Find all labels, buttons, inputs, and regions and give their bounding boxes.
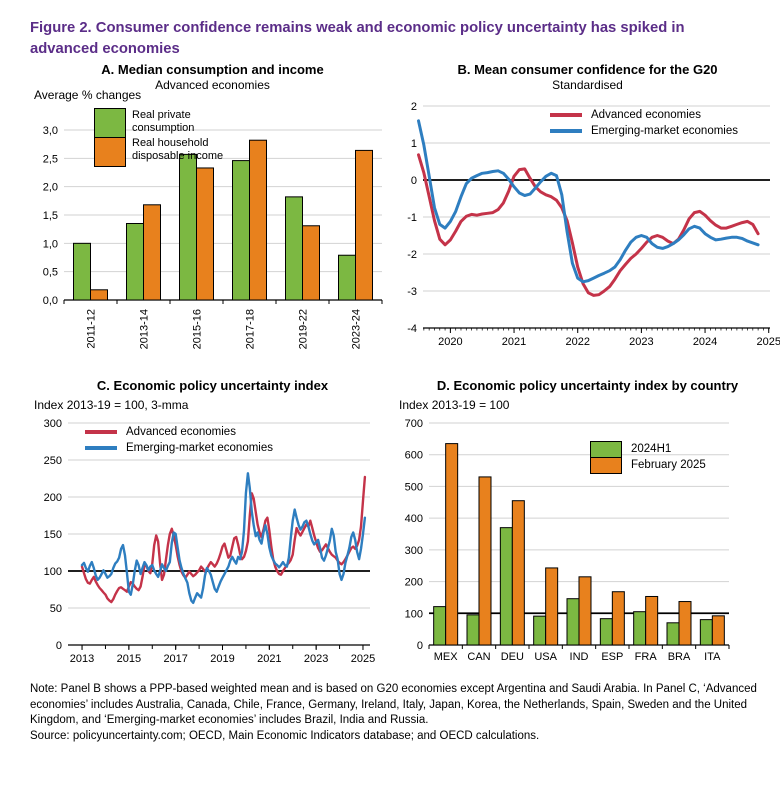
svg-text:3,0: 3,0 xyxy=(43,125,58,137)
svg-text:-2: -2 xyxy=(407,249,417,261)
svg-text:1,0: 1,0 xyxy=(43,238,58,250)
svg-text:2023: 2023 xyxy=(304,653,328,665)
legend-line-advanced-icon xyxy=(550,113,582,117)
panel-c-unit-label: Index 2013-19 = 100, 3-mma xyxy=(34,398,189,412)
svg-text:2024: 2024 xyxy=(693,336,717,348)
svg-text:150: 150 xyxy=(44,529,62,541)
svg-text:2020: 2020 xyxy=(438,336,462,348)
svg-text:100: 100 xyxy=(405,608,423,620)
legend-label-private-consumption: Real private consumption xyxy=(132,109,195,134)
svg-text:200: 200 xyxy=(405,577,423,589)
svg-text:300: 300 xyxy=(405,545,423,557)
panel-d-title: D. Economic policy uncertainty index by … xyxy=(436,378,739,393)
panel-a-subtitle: Advanced economies xyxy=(155,78,270,92)
svg-text:FRA: FRA xyxy=(635,651,658,663)
svg-text:400: 400 xyxy=(405,513,423,525)
svg-text:2025: 2025 xyxy=(756,336,780,348)
svg-text:500: 500 xyxy=(405,481,423,493)
svg-text:2017: 2017 xyxy=(163,653,187,665)
legend-label-2024h1: 2024H1 xyxy=(631,443,672,455)
svg-text:DEU: DEU xyxy=(501,651,524,663)
svg-text:BRA: BRA xyxy=(668,651,691,663)
svg-text:250: 250 xyxy=(44,455,62,467)
svg-text:2023-24: 2023-24 xyxy=(351,309,363,349)
legend-line-emerging-icon xyxy=(550,129,582,133)
legend-label-emerging: Emerging-market economies xyxy=(591,125,739,137)
svg-text:0: 0 xyxy=(411,175,417,187)
svg-text:2013: 2013 xyxy=(70,653,94,665)
svg-text:50: 50 xyxy=(50,603,62,615)
panel-c-chart: 0 50 100 150 200 250 300 2013 2015 2017 2019 2021 20… xyxy=(44,418,376,665)
svg-text:1: 1 xyxy=(411,138,417,150)
panel-d: D. Economic policy uncertainty index by … xyxy=(395,378,780,680)
svg-text:200: 200 xyxy=(44,492,62,504)
svg-text:2,0: 2,0 xyxy=(43,182,58,194)
panel-a-title: A. Median consumption and income xyxy=(101,62,324,77)
svg-text:2017-18: 2017-18 xyxy=(245,309,257,349)
svg-text:2015: 2015 xyxy=(117,653,141,665)
panel-d-chart: 0 100 200 300 400 500 600 700 MEX CAN DEU USA IND ESP… xyxy=(405,418,730,663)
panel-a-unit-label: Average % changes xyxy=(34,88,142,102)
legend-line-advanced-icon xyxy=(85,430,117,434)
panel-a-chart: 0,0 0,5 1,0 1,5 2,0 2,5 3,0 2011-12 2013-14 2015-… xyxy=(43,125,383,349)
panel-d-legend: 2024H1 February 2025 xyxy=(590,441,706,474)
svg-text:1,5: 1,5 xyxy=(43,210,58,222)
svg-text:2025: 2025 xyxy=(351,653,375,665)
svg-text:2022: 2022 xyxy=(565,336,589,348)
svg-text:2019: 2019 xyxy=(210,653,234,665)
panel-b-title: B. Mean consumer confidence for the G20 xyxy=(457,62,718,77)
svg-text:2013-14: 2013-14 xyxy=(139,309,151,349)
svg-text:0,5: 0,5 xyxy=(43,267,58,279)
svg-text:2: 2 xyxy=(411,101,417,113)
legend-label-advanced: Advanced economies xyxy=(591,109,701,121)
svg-text:MEX: MEX xyxy=(434,651,459,663)
svg-text:-1: -1 xyxy=(407,212,417,224)
svg-text:ESP: ESP xyxy=(601,651,623,663)
legend-swatch-private-consumption xyxy=(94,108,126,138)
panel-c-legend: Advanced economies Emerging-market econo… xyxy=(85,424,273,456)
panel-d-unit-label: Index 2013-19 = 100 xyxy=(399,398,510,412)
legend-label-feb2025: February 2025 xyxy=(631,459,706,471)
legend-swatch-disposable-income xyxy=(94,138,126,167)
panel-b-subtitle: Standardised xyxy=(552,78,623,92)
note-text: Note: Panel B shows a PPP-based weighted… xyxy=(30,683,757,726)
legend-swatch-2024h1 xyxy=(590,441,622,458)
figure-note: Note: Panel B shows a PPP-based weighted… xyxy=(30,682,761,744)
svg-text:2023: 2023 xyxy=(629,336,653,348)
legend-line-emerging-icon xyxy=(85,446,117,450)
source-text: Source: policyuncertainty.com; OECD, Mai… xyxy=(30,729,540,742)
svg-text:-3: -3 xyxy=(407,286,417,298)
svg-text:2,5: 2,5 xyxy=(43,153,58,165)
svg-text:ITA: ITA xyxy=(704,651,721,663)
panel-b: B. Mean consumer confidence for the G20 … xyxy=(395,62,780,374)
figure-title: Figure 2. Consumer confidence remains we… xyxy=(30,19,685,58)
svg-text:2021: 2021 xyxy=(502,336,526,348)
svg-text:2015-16: 2015-16 xyxy=(192,309,204,349)
legend-label-advanced: Advanced economies xyxy=(126,426,236,438)
svg-text:600: 600 xyxy=(405,450,423,462)
svg-text:0: 0 xyxy=(56,640,62,652)
panel-b-chart: -4 -3 -2 -1 0 1 2 2020 2021 2022 2023 2024 2025 xyxy=(407,101,780,348)
svg-text:0: 0 xyxy=(417,640,423,652)
svg-text:IND: IND xyxy=(570,651,589,663)
svg-text:USA: USA xyxy=(534,651,557,663)
panel-a: A. Median consumption and income Advance… xyxy=(30,62,395,374)
panel-a-legend: Real private consumption Real household … xyxy=(94,108,250,167)
panel-b-legend: Advanced economies Emerging-market econo… xyxy=(550,107,738,139)
svg-text:-4: -4 xyxy=(407,323,417,335)
svg-text:2019-22: 2019-22 xyxy=(298,309,310,349)
legend-swatch-feb2025 xyxy=(590,458,622,474)
svg-text:0,0: 0,0 xyxy=(43,295,58,307)
svg-text:CAN: CAN xyxy=(467,651,490,663)
svg-text:700: 700 xyxy=(405,418,423,430)
panel-c-title: C. Economic policy uncertainty index xyxy=(96,378,329,393)
svg-text:2011-12: 2011-12 xyxy=(86,309,98,349)
panel-c: C. Economic policy uncertainty index Ind… xyxy=(30,378,395,680)
legend-label-emerging: Emerging-market economies xyxy=(126,442,274,454)
svg-text:100: 100 xyxy=(44,566,62,578)
legend-label-disposable-income: Real household disposable income xyxy=(132,137,224,162)
svg-text:300: 300 xyxy=(44,418,62,430)
svg-text:2021: 2021 xyxy=(257,653,281,665)
